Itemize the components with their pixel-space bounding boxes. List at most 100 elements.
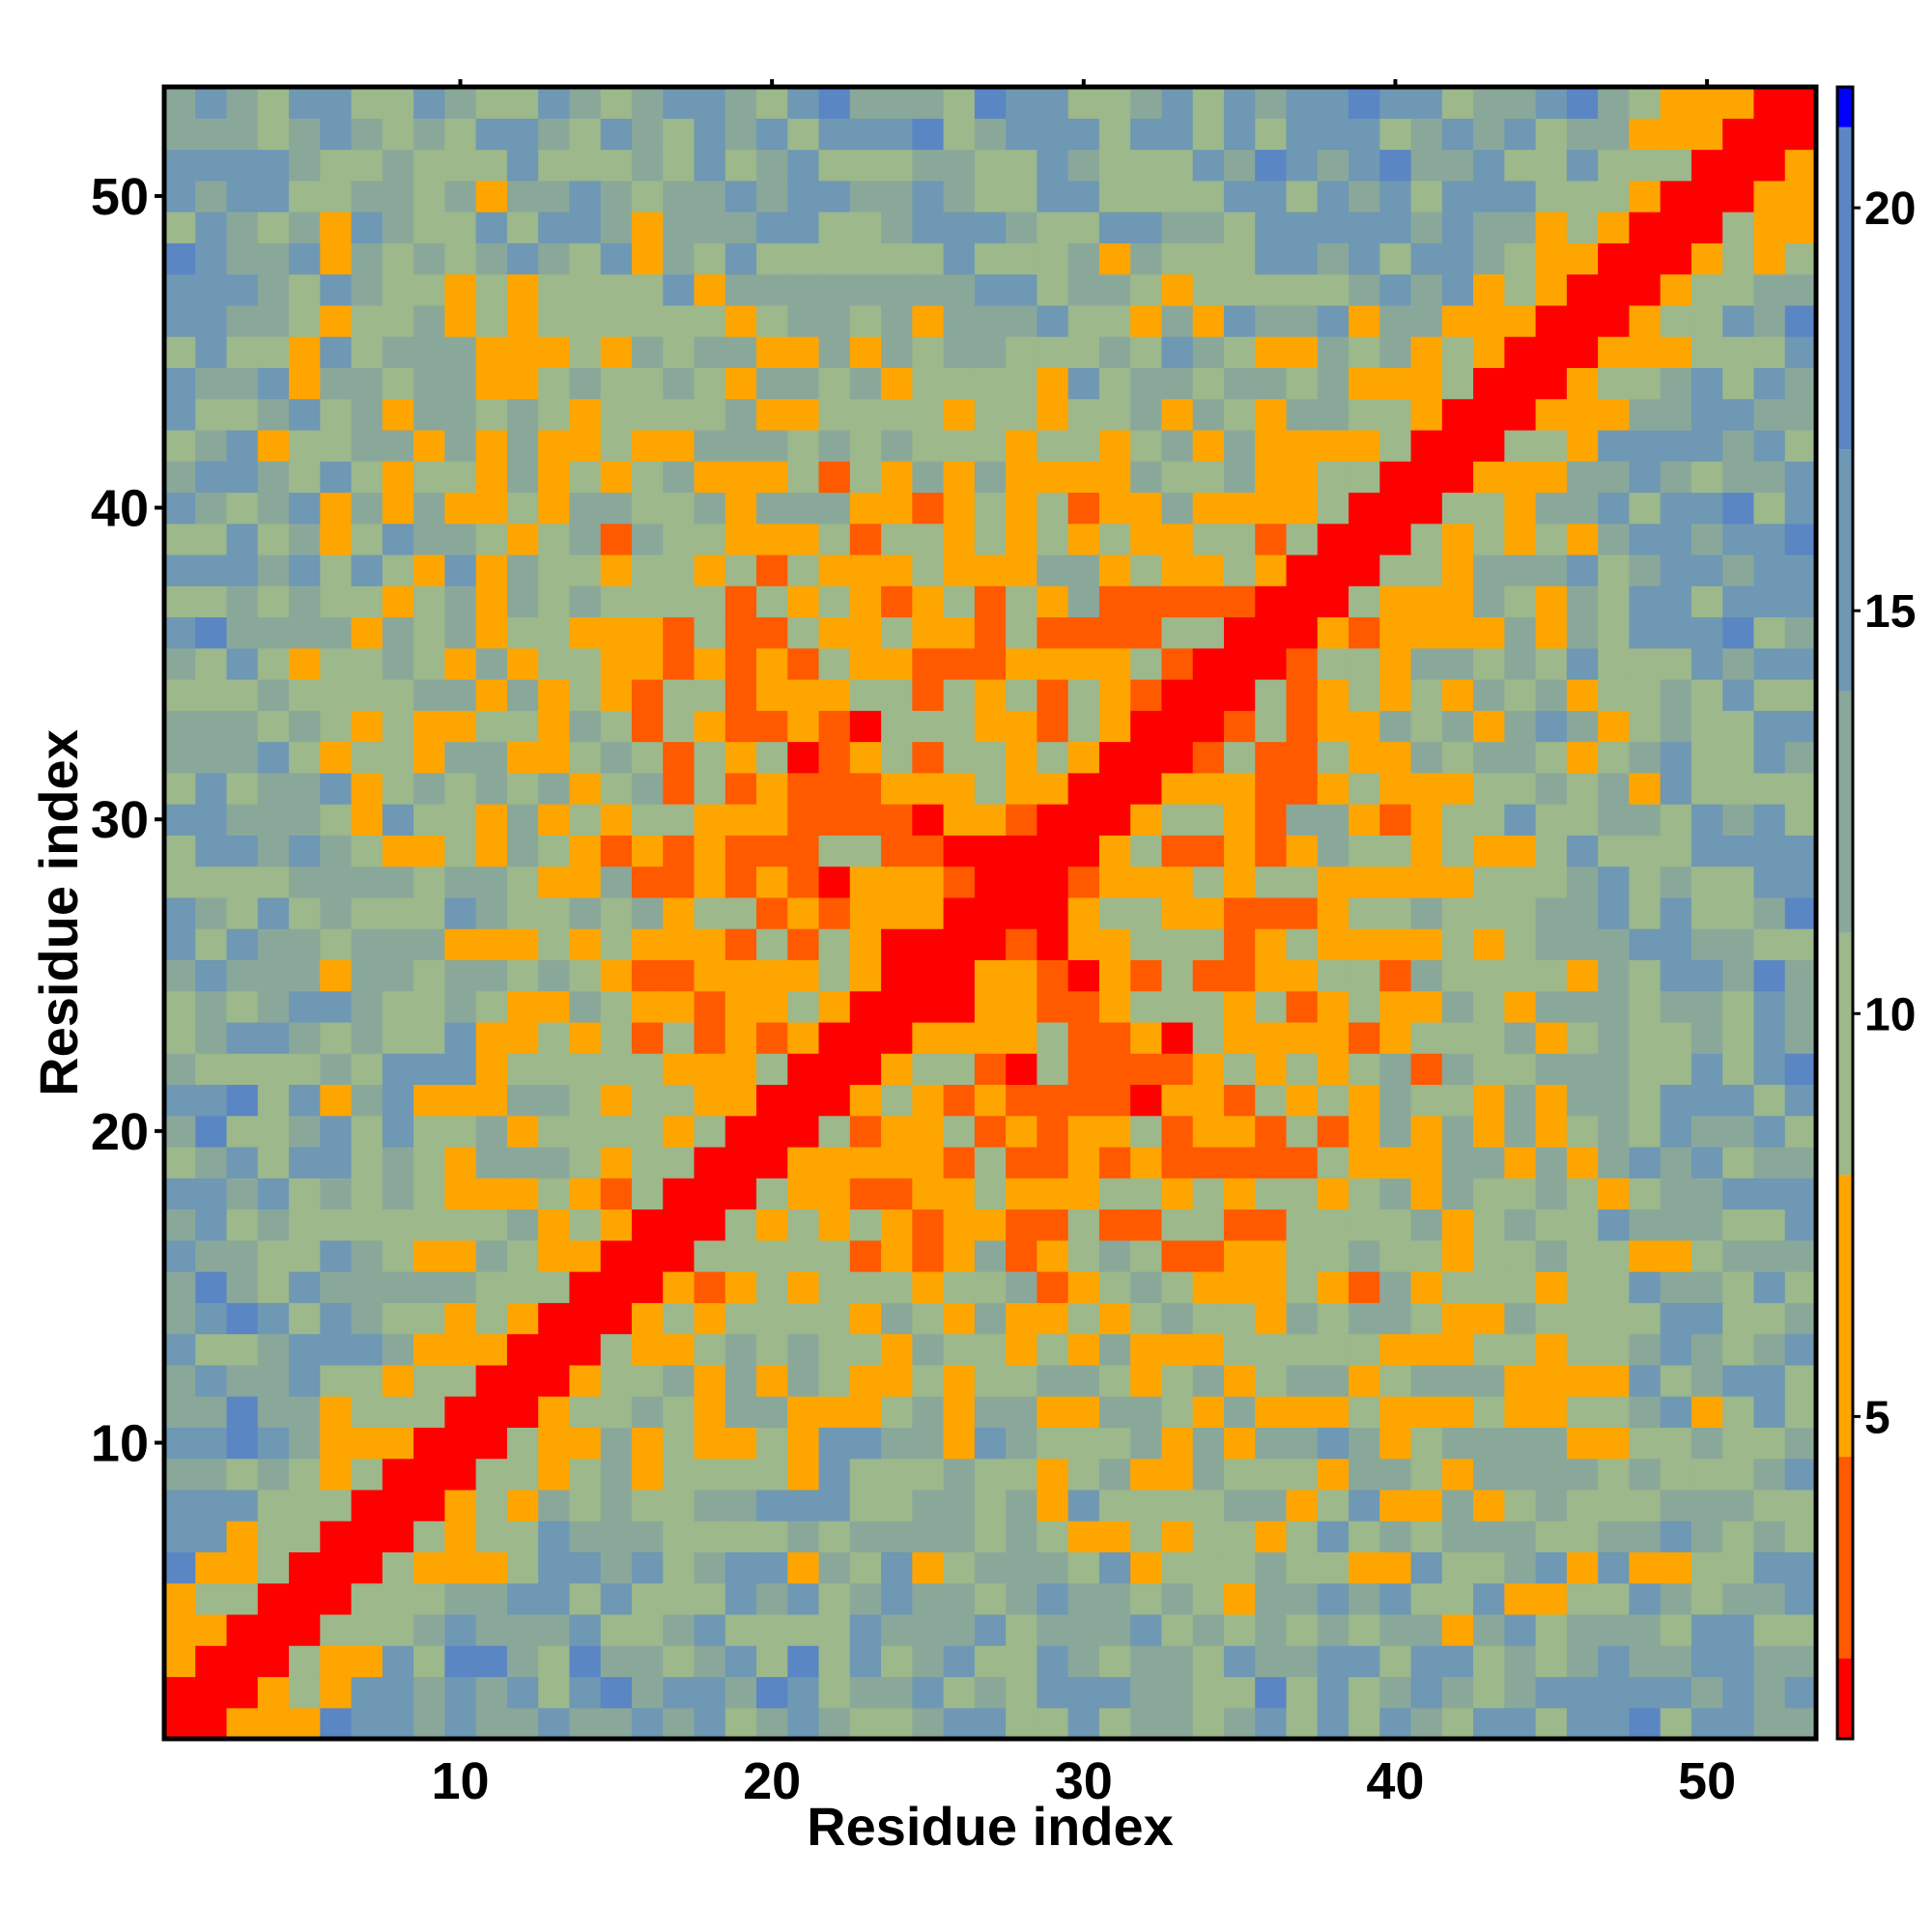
heatmap-cell xyxy=(226,492,259,525)
heatmap-cell xyxy=(974,212,1007,243)
heatmap-cell xyxy=(849,1084,882,1117)
heatmap-cell xyxy=(631,523,664,555)
heatmap-cell xyxy=(1753,1489,1786,1521)
colorbar-frame xyxy=(1835,85,1855,1741)
heatmap-cell xyxy=(663,896,696,929)
heatmap-cell xyxy=(1535,149,1568,182)
heatmap-cell xyxy=(1535,835,1568,867)
heatmap-cell xyxy=(943,1489,976,1521)
heatmap-cell xyxy=(1598,336,1631,368)
heatmap-cell xyxy=(1598,1582,1631,1615)
heatmap-cell xyxy=(600,959,633,992)
heatmap-cell xyxy=(694,1520,726,1553)
heatmap-cell xyxy=(413,273,445,306)
heatmap-cell xyxy=(756,429,788,462)
heatmap-cell xyxy=(1629,1458,1662,1491)
heatmap-cell xyxy=(475,1396,508,1428)
heatmap-cell xyxy=(1504,149,1537,182)
heatmap-cell xyxy=(444,1084,477,1117)
heatmap-cell xyxy=(600,1582,633,1615)
heatmap-cell xyxy=(1286,866,1319,898)
heatmap-cell xyxy=(849,1396,882,1428)
heatmap-cell xyxy=(538,1364,571,1397)
heatmap-cell xyxy=(413,1613,445,1646)
heatmap-cell xyxy=(257,461,290,494)
heatmap-cell xyxy=(1629,429,1662,462)
heatmap-cell xyxy=(475,804,508,836)
heatmap-cell xyxy=(1379,616,1412,649)
heatmap-cell xyxy=(320,212,353,243)
heatmap-cell xyxy=(1410,1084,1443,1117)
heatmap-cell xyxy=(1098,772,1131,805)
heatmap-cell xyxy=(943,149,976,182)
heatmap-cell xyxy=(320,866,353,898)
heatmap-cell xyxy=(1660,180,1692,213)
heatmap-cell xyxy=(1379,336,1412,368)
heatmap-cell xyxy=(320,180,353,213)
heatmap-cell xyxy=(1317,149,1350,182)
heatmap-cell xyxy=(320,87,353,119)
heatmap-cell xyxy=(1161,398,1194,431)
heatmap-cell xyxy=(257,1458,290,1491)
heatmap-cell xyxy=(569,149,602,182)
heatmap-cell xyxy=(226,959,259,992)
heatmap-cell xyxy=(320,1520,353,1553)
heatmap-cell xyxy=(631,835,664,867)
heatmap-cell xyxy=(1535,1364,1568,1397)
heatmap-cell xyxy=(1660,990,1692,1023)
heatmap-cell xyxy=(881,647,913,680)
heatmap-cell xyxy=(257,616,290,649)
heatmap-cell xyxy=(1690,554,1723,586)
heatmap-cell xyxy=(538,679,571,711)
heatmap-cell xyxy=(289,304,321,337)
heatmap-cell xyxy=(1473,647,1505,680)
heatmap-cell xyxy=(787,523,820,555)
heatmap-cell xyxy=(195,804,228,836)
heatmap-cell xyxy=(382,990,414,1023)
heatmap-cell xyxy=(1660,1084,1692,1117)
heatmap-cell xyxy=(1192,896,1225,929)
heatmap-cell xyxy=(413,1582,445,1615)
heatmap-cell xyxy=(506,304,539,337)
heatmap-cell xyxy=(1722,1146,1755,1179)
heatmap-cell xyxy=(600,741,633,774)
heatmap-cell xyxy=(756,772,788,805)
heatmap-cell xyxy=(226,585,259,618)
heatmap-cell xyxy=(569,492,602,525)
heatmap-cell xyxy=(1223,585,1256,618)
heatmap-cell xyxy=(1598,990,1631,1023)
heatmap-cell xyxy=(382,212,414,243)
heatmap-cell xyxy=(849,180,882,213)
heatmap-cell xyxy=(1006,1239,1037,1272)
heatmap-cell xyxy=(818,1582,851,1615)
heatmap-cell xyxy=(881,1396,913,1428)
heatmap-cell xyxy=(1006,492,1037,525)
heatmap-cell xyxy=(538,866,571,898)
heatmap-cell xyxy=(1349,87,1380,119)
heatmap-cell xyxy=(289,1396,321,1428)
heatmap-cell xyxy=(974,1707,1007,1740)
heatmap-cell xyxy=(569,1239,602,1272)
heatmap-cell xyxy=(1566,1115,1599,1148)
heatmap-cell xyxy=(1161,212,1194,243)
heatmap-cell xyxy=(631,647,664,680)
heatmap-cell xyxy=(1629,741,1662,774)
heatmap-cell xyxy=(164,1676,196,1709)
heatmap-cell xyxy=(164,741,196,774)
heatmap-cell xyxy=(226,1053,259,1086)
heatmap-cell xyxy=(787,492,820,525)
heatmap-cell xyxy=(1223,1613,1256,1646)
heatmap-cell xyxy=(694,866,726,898)
heatmap-cell xyxy=(413,710,445,743)
heatmap-cell xyxy=(1286,1582,1319,1615)
heatmap-cell xyxy=(1722,118,1755,151)
heatmap-cell xyxy=(663,1364,696,1397)
heatmap-cell xyxy=(257,585,290,618)
heatmap-cell xyxy=(724,928,757,960)
heatmap-cell xyxy=(756,866,788,898)
heatmap-cell xyxy=(257,1520,290,1553)
heatmap-cell xyxy=(1660,1178,1692,1210)
heatmap-cell xyxy=(1379,1302,1412,1335)
heatmap-cell xyxy=(1223,835,1256,867)
heatmap-cell xyxy=(849,554,882,586)
